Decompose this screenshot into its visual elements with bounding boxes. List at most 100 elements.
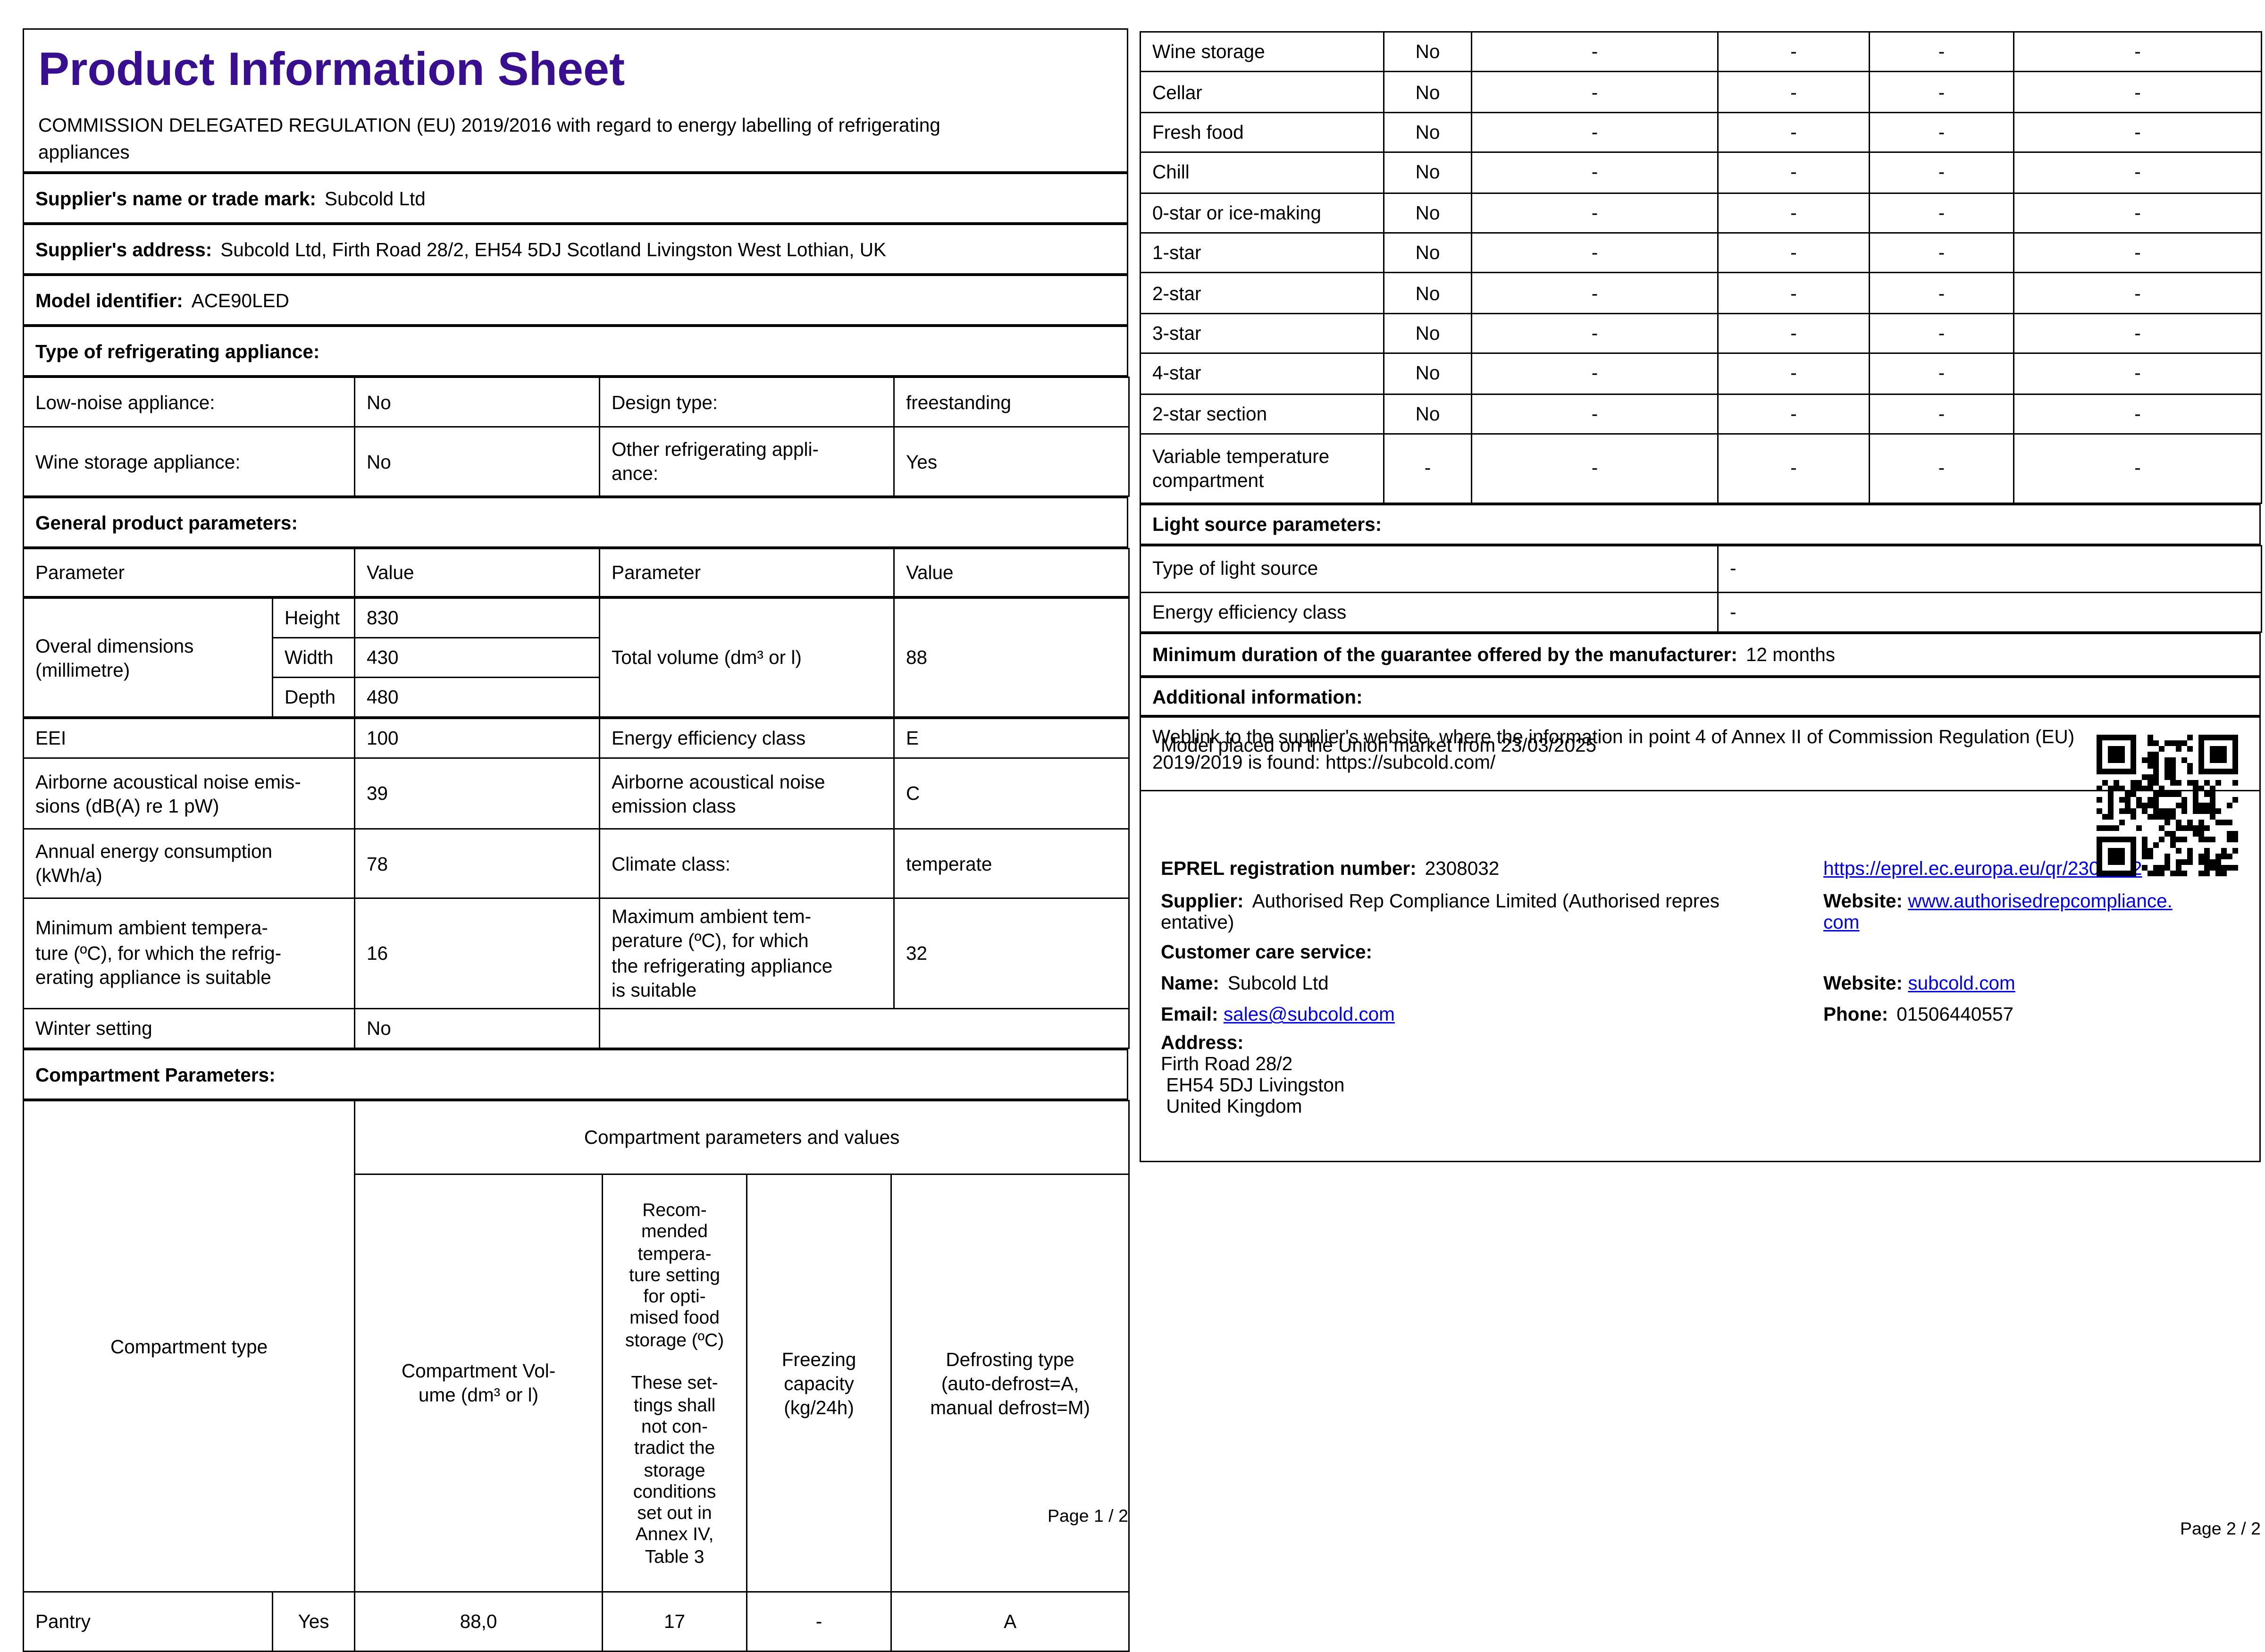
compartment-name: Wine storage bbox=[1140, 31, 1384, 73]
cell-dash: - bbox=[2013, 393, 2262, 435]
cell-dash: - bbox=[1471, 232, 1719, 274]
name-value: Subcold Ltd bbox=[1227, 973, 1329, 994]
care-name-row: Name: Subcold Ltd Website: subcold.com bbox=[1161, 973, 2240, 994]
col-header-defrosting: Defrosting type (auto-defrost=A, manual … bbox=[890, 1174, 1130, 1593]
dim-height-value: 830 bbox=[354, 597, 600, 638]
other-appliance-value: Yes bbox=[893, 426, 1130, 497]
eprel-link[interactable]: https://eprel.ec.europa.eu/qr/2308032 bbox=[1823, 858, 2142, 879]
supplier-address-cell: Supplier's address: Subcold Ltd, Firth Ro… bbox=[23, 224, 1128, 275]
cell-dash: - bbox=[1869, 71, 2014, 113]
cell-dash: - bbox=[1471, 352, 1719, 394]
cell-dash: - bbox=[1717, 433, 1870, 504]
supplier-address-table: Supplier's address: Subcold Ltd, Firth Ro… bbox=[23, 224, 1128, 275]
guarantee-value: 12 months bbox=[1745, 644, 1836, 665]
compartment-name: Fresh food bbox=[1140, 111, 1384, 153]
address-block: Address: Firth Road 28/2 EH54 5DJ Living… bbox=[1161, 1032, 2240, 1117]
supplier-row: Supplier: Authorised Rep Compliance Limit… bbox=[1161, 890, 2240, 933]
cell-dash: - bbox=[1869, 151, 2014, 193]
cell-dash: - bbox=[1471, 272, 1719, 314]
cell-dash: - bbox=[2013, 151, 2262, 193]
compartment-present: No bbox=[1383, 31, 1472, 73]
cell-dash: - bbox=[1717, 312, 1870, 354]
value-col-header: Value bbox=[354, 548, 600, 597]
name-label: Name: bbox=[1161, 973, 1219, 994]
dim-height-label: Height bbox=[272, 597, 355, 638]
cell-dash: - bbox=[1717, 151, 1870, 193]
param-value: C bbox=[893, 757, 1130, 830]
page-2-footer: Page 2 / 2 bbox=[2180, 1519, 2261, 1539]
compartment-name: 2-star section bbox=[1140, 393, 1384, 435]
param-value: temperate bbox=[893, 828, 1130, 899]
supplier-value: Authorised Rep Compliance Limited (Autho… bbox=[1161, 890, 1720, 933]
cell-dash: - bbox=[1717, 192, 1870, 234]
compartment-name: Pantry bbox=[23, 1591, 273, 1652]
address-value: Firth Road 28/2 EH54 5DJ Livingston Unit… bbox=[1161, 1053, 1345, 1117]
param-label: Maximum ambient tem- perature (ºC), for … bbox=[599, 897, 895, 1009]
cell-dash: - bbox=[2013, 312, 2262, 354]
param-value: 100 bbox=[354, 718, 600, 759]
param-label: Energy efficiency class bbox=[599, 718, 895, 759]
compartment-present: No bbox=[1383, 312, 1472, 354]
page-1: Product Information Sheet COMMISSION DEL… bbox=[22, 28, 1130, 1652]
compartment-temp: 17 bbox=[602, 1591, 748, 1652]
compartment-present: - bbox=[1383, 433, 1472, 504]
cell-dash: - bbox=[2013, 192, 2262, 234]
regulation-subtitle: COMMISSION DELEGATED REGULATION (EU) 201… bbox=[38, 115, 940, 163]
compartment-present: No bbox=[1383, 272, 1472, 314]
compartment-heading: Compartment Parameters: bbox=[35, 1064, 276, 1085]
design-type-value: freestanding bbox=[893, 377, 1130, 428]
compartment-table: Compartment type Compartment parameters … bbox=[22, 1100, 1130, 1652]
supplier-website-cell: Website: www.authorisedrepcompliance. co… bbox=[1823, 890, 2240, 933]
param-label: Minimum ambient tempera- ture (ºC), for … bbox=[23, 897, 355, 1009]
model-identifier-table: Model identifier: ACE90LED bbox=[23, 275, 1128, 326]
compartment-present: No bbox=[1383, 151, 1472, 193]
general-params-header: Parameter Value Parameter Value bbox=[23, 548, 1130, 597]
compartment-name: Cellar bbox=[1140, 71, 1384, 113]
empty-cell bbox=[599, 1008, 1130, 1049]
compartment-name: 2-star bbox=[1140, 272, 1384, 314]
cell-dash: - bbox=[2013, 272, 2262, 314]
dimensions-table: Overal dimensions (millimetre) Height 83… bbox=[23, 597, 1130, 718]
care-name-cell: Name: Subcold Ltd bbox=[1161, 973, 1823, 994]
value-col-header: Value bbox=[893, 548, 1130, 597]
care-email-cell: Email: sales@subcold.com bbox=[1161, 1004, 1823, 1025]
market-contact-box: Model placed on the Union market from 23… bbox=[1140, 716, 2261, 1162]
supplier-name-table: Supplier's name or trade mark: Subcold Lt… bbox=[23, 173, 1128, 224]
cell-dash: - bbox=[1869, 312, 2014, 354]
cell-dash: - bbox=[1869, 272, 2014, 314]
guarantee-label: Minimum duration of the guarantee offere… bbox=[1152, 644, 1737, 665]
eprel-value: 2308032 bbox=[1425, 858, 1500, 879]
type-heading-cell: Type of refrigerating appliance: bbox=[23, 326, 1128, 377]
model-identifier-cell: Model identifier: ACE90LED bbox=[23, 275, 1128, 326]
wine-appliance-label: Wine storage appliance: bbox=[23, 426, 355, 497]
eprel-label: EPREL registration number: bbox=[1161, 858, 1417, 879]
light-param-label: Type of light source bbox=[1140, 545, 1719, 593]
compartment-present: No bbox=[1383, 352, 1472, 394]
supplier-name-cell: Supplier's name or trade mark: Subcold Lt… bbox=[23, 173, 1128, 224]
param-label: EEI bbox=[23, 718, 355, 759]
compartment-heading-cell: Compartment Parameters: bbox=[23, 1049, 1128, 1100]
qr-code bbox=[2097, 735, 2238, 876]
dim-width-label: Width bbox=[272, 637, 355, 678]
care-website-link[interactable]: subcold.com bbox=[1908, 973, 2015, 994]
compartment-present: No bbox=[1383, 393, 1472, 435]
phone-label: Phone: bbox=[1823, 1004, 1888, 1025]
low-noise-label: Low-noise appliance: bbox=[23, 377, 355, 428]
phone-value: 01506440557 bbox=[1896, 1004, 2014, 1025]
page-2: Wine storage No - - - - Cellar No - - - … bbox=[1140, 31, 2262, 1162]
col-header-temperature: Recom- mended tempera- ture setting for … bbox=[602, 1174, 748, 1593]
cell-dash: - bbox=[1471, 151, 1719, 193]
email-link[interactable]: sales@subcold.com bbox=[1223, 1004, 1395, 1025]
cell-dash: - bbox=[1869, 433, 2014, 504]
param-label: Winter setting bbox=[23, 1008, 355, 1049]
compartment-name: Variable temperature compartment bbox=[1140, 433, 1384, 504]
light-source-table: Type of light source - Energy efficiency… bbox=[1140, 545, 2262, 633]
supplier-website-link[interactable]: www.authorisedrepcompliance. com bbox=[1823, 890, 2173, 933]
param-value: E bbox=[893, 718, 1130, 759]
general-heading: General product parameters: bbox=[35, 512, 298, 533]
light-source-heading: Light source parameters: bbox=[1140, 503, 2261, 545]
compartment-heading-table: Compartment Parameters: bbox=[23, 1049, 1128, 1100]
document-canvas: Product Information Sheet COMMISSION DEL… bbox=[22, 28, 2262, 1652]
dim-depth-value: 480 bbox=[354, 677, 600, 718]
supplier-label: Supplier: bbox=[1161, 890, 1244, 912]
